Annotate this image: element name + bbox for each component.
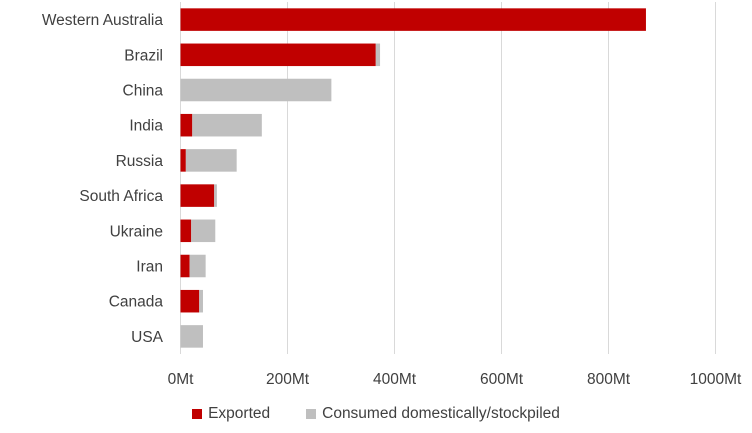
x-tick-label: 400Mt	[373, 371, 417, 388]
legend-swatch-consumed	[306, 409, 317, 419]
category-label: India	[129, 118, 163, 135]
bar-consumed	[375, 43, 381, 67]
bar-consumed	[192, 113, 262, 137]
category-label: Ukraine	[110, 223, 163, 240]
bar-consumed	[185, 149, 237, 172]
category-label: Canada	[109, 294, 164, 311]
category-labels: Western Australia Brazil China India Russia S…	[42, 12, 164, 346]
x-tick-labels: 0Mt 200Mt 400Mt 600Mt 800Mt 1000Mt	[168, 371, 742, 388]
bars	[180, 8, 646, 348]
category-label: Iran	[136, 259, 163, 276]
bar-exported	[180, 43, 376, 67]
x-tick-label: 600Mt	[480, 371, 524, 388]
x-tick-label: 1000Mt	[690, 371, 742, 388]
legend: Exported Consumed domestically/stockpile…	[0, 402, 752, 426]
bar-consumed	[191, 219, 216, 243]
x-tick-label: 0Mt	[168, 371, 195, 388]
bar-exported	[180, 149, 186, 172]
bar-exported	[180, 254, 190, 278]
legend-swatch-exported	[192, 409, 203, 419]
bar-consumed	[180, 78, 332, 102]
legend-label-exported: Exported	[208, 405, 271, 422]
category-label: Western Australia	[42, 12, 164, 29]
bar-consumed	[214, 184, 217, 207]
category-label: USA	[131, 329, 164, 346]
bar-exported	[180, 113, 193, 137]
category-label: South Africa	[79, 188, 163, 205]
bar-consumed	[199, 289, 203, 313]
category-label: Brazil	[124, 47, 163, 64]
legend-item-exported: Exported	[192, 405, 270, 423]
category-label: Russia	[116, 153, 164, 170]
bar-consumed	[180, 325, 203, 348]
bar-exported	[180, 219, 192, 243]
bar-exported	[180, 8, 646, 31]
x-tick-label: 200Mt	[266, 371, 310, 388]
legend-label-consumed: Consumed domestically/stockpiled	[322, 405, 560, 422]
bar-exported	[180, 184, 215, 207]
legend-item-consumed: Consumed domestically/stockpiled	[306, 405, 560, 423]
x-tick-label: 800Mt	[587, 371, 631, 388]
category-label: China	[123, 83, 164, 100]
bar-consumed	[189, 254, 206, 278]
bar-exported	[180, 289, 200, 313]
